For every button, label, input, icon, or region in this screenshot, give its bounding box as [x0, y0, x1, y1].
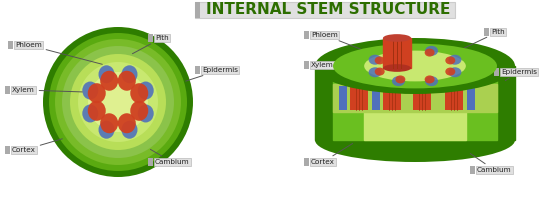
Bar: [304, 31, 309, 39]
Ellipse shape: [138, 82, 154, 100]
Ellipse shape: [315, 38, 515, 94]
Ellipse shape: [445, 56, 455, 64]
Ellipse shape: [425, 76, 438, 86]
Ellipse shape: [424, 49, 434, 57]
Ellipse shape: [121, 65, 138, 83]
Ellipse shape: [49, 33, 187, 171]
Ellipse shape: [364, 51, 466, 81]
Ellipse shape: [99, 121, 115, 139]
Bar: [484, 28, 489, 36]
Text: Epidermis: Epidermis: [185, 67, 238, 81]
Polygon shape: [315, 66, 515, 140]
Bar: [5, 146, 10, 154]
Ellipse shape: [100, 113, 118, 133]
Text: INTERNAL STEM STRUCTURE: INTERNAL STEM STRUCTURE: [206, 2, 450, 18]
Ellipse shape: [369, 55, 382, 65]
Ellipse shape: [43, 27, 193, 177]
Bar: [383, 86, 401, 110]
Bar: [470, 166, 475, 174]
Polygon shape: [364, 66, 466, 140]
Text: Epidermis: Epidermis: [501, 69, 537, 81]
Ellipse shape: [78, 62, 158, 142]
Bar: [413, 86, 431, 110]
Bar: [372, 86, 380, 110]
Bar: [195, 2, 200, 18]
Bar: [195, 66, 200, 74]
Bar: [8, 41, 13, 49]
Ellipse shape: [88, 72, 148, 132]
Bar: [350, 86, 368, 110]
Ellipse shape: [448, 55, 461, 65]
Ellipse shape: [375, 56, 385, 64]
Text: Cambium: Cambium: [470, 154, 512, 173]
Bar: [148, 158, 153, 166]
Ellipse shape: [425, 46, 438, 56]
Ellipse shape: [333, 44, 497, 88]
Ellipse shape: [118, 113, 136, 133]
Ellipse shape: [70, 54, 166, 150]
Polygon shape: [383, 38, 411, 68]
Bar: [5, 86, 10, 94]
Ellipse shape: [392, 76, 405, 86]
Ellipse shape: [395, 75, 405, 83]
Text: Xylem: Xylem: [311, 62, 357, 68]
Ellipse shape: [392, 46, 405, 56]
Ellipse shape: [138, 104, 154, 122]
Bar: [148, 34, 153, 42]
Text: Cortex: Cortex: [311, 143, 353, 165]
Ellipse shape: [118, 71, 136, 91]
Ellipse shape: [445, 68, 455, 76]
Ellipse shape: [55, 39, 181, 165]
Ellipse shape: [369, 67, 382, 77]
Ellipse shape: [88, 83, 106, 103]
Ellipse shape: [130, 83, 148, 103]
Text: Pith: Pith: [133, 35, 169, 54]
Bar: [304, 158, 309, 166]
Ellipse shape: [130, 101, 148, 121]
Ellipse shape: [88, 101, 106, 121]
Text: Phloem: Phloem: [15, 42, 102, 64]
Polygon shape: [333, 66, 497, 140]
Bar: [494, 68, 499, 76]
Text: Cortex: Cortex: [12, 139, 62, 153]
Ellipse shape: [121, 121, 138, 139]
Text: Cambium: Cambium: [150, 149, 189, 165]
Ellipse shape: [375, 68, 385, 76]
Ellipse shape: [383, 64, 411, 72]
Ellipse shape: [424, 75, 434, 83]
Bar: [467, 86, 475, 110]
Text: Phloem: Phloem: [311, 32, 365, 51]
Bar: [339, 86, 347, 110]
FancyBboxPatch shape: [195, 2, 455, 18]
Ellipse shape: [315, 118, 515, 162]
Ellipse shape: [383, 34, 411, 42]
Ellipse shape: [82, 82, 98, 100]
Text: Xylem: Xylem: [12, 87, 82, 93]
Bar: [304, 61, 309, 69]
Ellipse shape: [82, 104, 98, 122]
Text: Pith: Pith: [462, 29, 505, 49]
Ellipse shape: [448, 67, 461, 77]
Polygon shape: [333, 84, 497, 112]
Ellipse shape: [395, 49, 405, 57]
Ellipse shape: [99, 65, 115, 83]
Ellipse shape: [62, 46, 174, 158]
Bar: [446, 86, 463, 110]
Ellipse shape: [100, 71, 118, 91]
